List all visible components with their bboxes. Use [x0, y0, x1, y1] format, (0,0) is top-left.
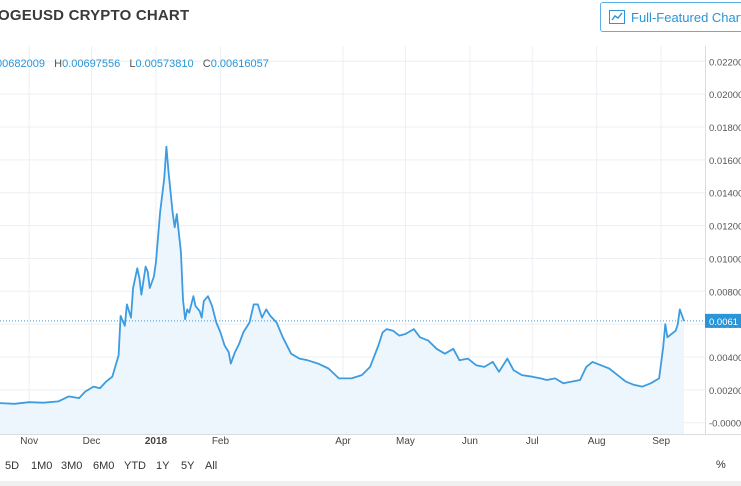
y-tick-label: 0.00400 [709, 353, 741, 364]
ohlc-readout: 00682009 H0.00697556 L0.00573810 C0.0061… [0, 58, 269, 70]
ohlc-low-label: L [129, 58, 136, 70]
full-featured-chart-label: Full-Featured Chart [631, 9, 741, 25]
bottom-bar [0, 481, 741, 486]
ohlc-high-label: H [54, 58, 63, 70]
range-5y[interactable]: 5Y [181, 460, 195, 472]
percent-scale-toggle[interactable]: % [716, 459, 726, 471]
ohlc-close-label: C [202, 58, 211, 70]
x-tick-label: May [396, 436, 415, 447]
y-tick-label: 0.01800 [709, 123, 741, 134]
range-all[interactable]: All [205, 460, 218, 472]
x-axis: Nov Dec 2018 Feb Apr May Jun Jul Aug Sep [20, 436, 670, 447]
x-tick-label: Dec [83, 436, 101, 447]
range-6mo[interactable]: 6M0 [93, 460, 115, 472]
page-title: OGEUSD CRYPTO CHART [0, 7, 190, 24]
x-tick-label: Sep [652, 436, 670, 447]
full-featured-chart-button[interactable]: Full-Featured Chart [600, 2, 741, 32]
range-ytd[interactable]: YTD [124, 460, 146, 472]
y-tick-label: 0.00800 [709, 287, 741, 298]
current-price-label: 0.0061 [709, 317, 738, 328]
x-tick-label: Aug [588, 436, 606, 447]
price-chart[interactable]: 0.02200 0.02000 0.01800 0.01600 0.01400 0.012… [0, 46, 741, 452]
price-series-line [0, 145, 685, 405]
x-tick-label: Jul [526, 436, 539, 447]
range-5d[interactable]: 5D [5, 460, 20, 472]
price-area-fill [0, 146, 684, 434]
range-1y[interactable]: 1Y [156, 460, 170, 472]
y-tick-label: 0.01600 [709, 156, 741, 167]
y-tick-label: 0.01400 [709, 189, 741, 200]
ohlc-low-value: 0.00573810 [135, 58, 194, 70]
range-selector: 5D 1M0 3M0 6M0 YTD 1Y 5Y All [0, 454, 741, 480]
range-3mo[interactable]: 3M0 [61, 460, 83, 472]
y-tick-label: 0.01200 [709, 222, 741, 233]
ohlc-close-value: 0.00616057 [210, 58, 269, 70]
y-tick-label: 0.00200 [709, 386, 741, 397]
ohlc-high-value: 0.00697556 [62, 58, 121, 70]
y-tick-label: 0.01000 [709, 254, 741, 265]
x-tick-label: Jun [462, 436, 478, 447]
y-tick-label: -0.00000 [709, 419, 741, 430]
x-tick-label: Nov [20, 436, 38, 447]
chart-icon [609, 10, 625, 24]
ohlc-open-value: 00682009 [0, 58, 45, 70]
x-tick-label: Apr [335, 436, 351, 447]
current-price-badge: 0.0061 [705, 313, 741, 328]
range-1mo[interactable]: 1M0 [31, 460, 53, 472]
y-tick-label: 0.02000 [709, 90, 741, 101]
y-tick-label: 0.02200 [709, 57, 741, 68]
x-tick-label: Feb [212, 436, 230, 447]
y-axis: 0.02200 0.02000 0.01800 0.01600 0.01400 0.012… [709, 57, 741, 429]
x-tick-label: 2018 [145, 436, 168, 447]
